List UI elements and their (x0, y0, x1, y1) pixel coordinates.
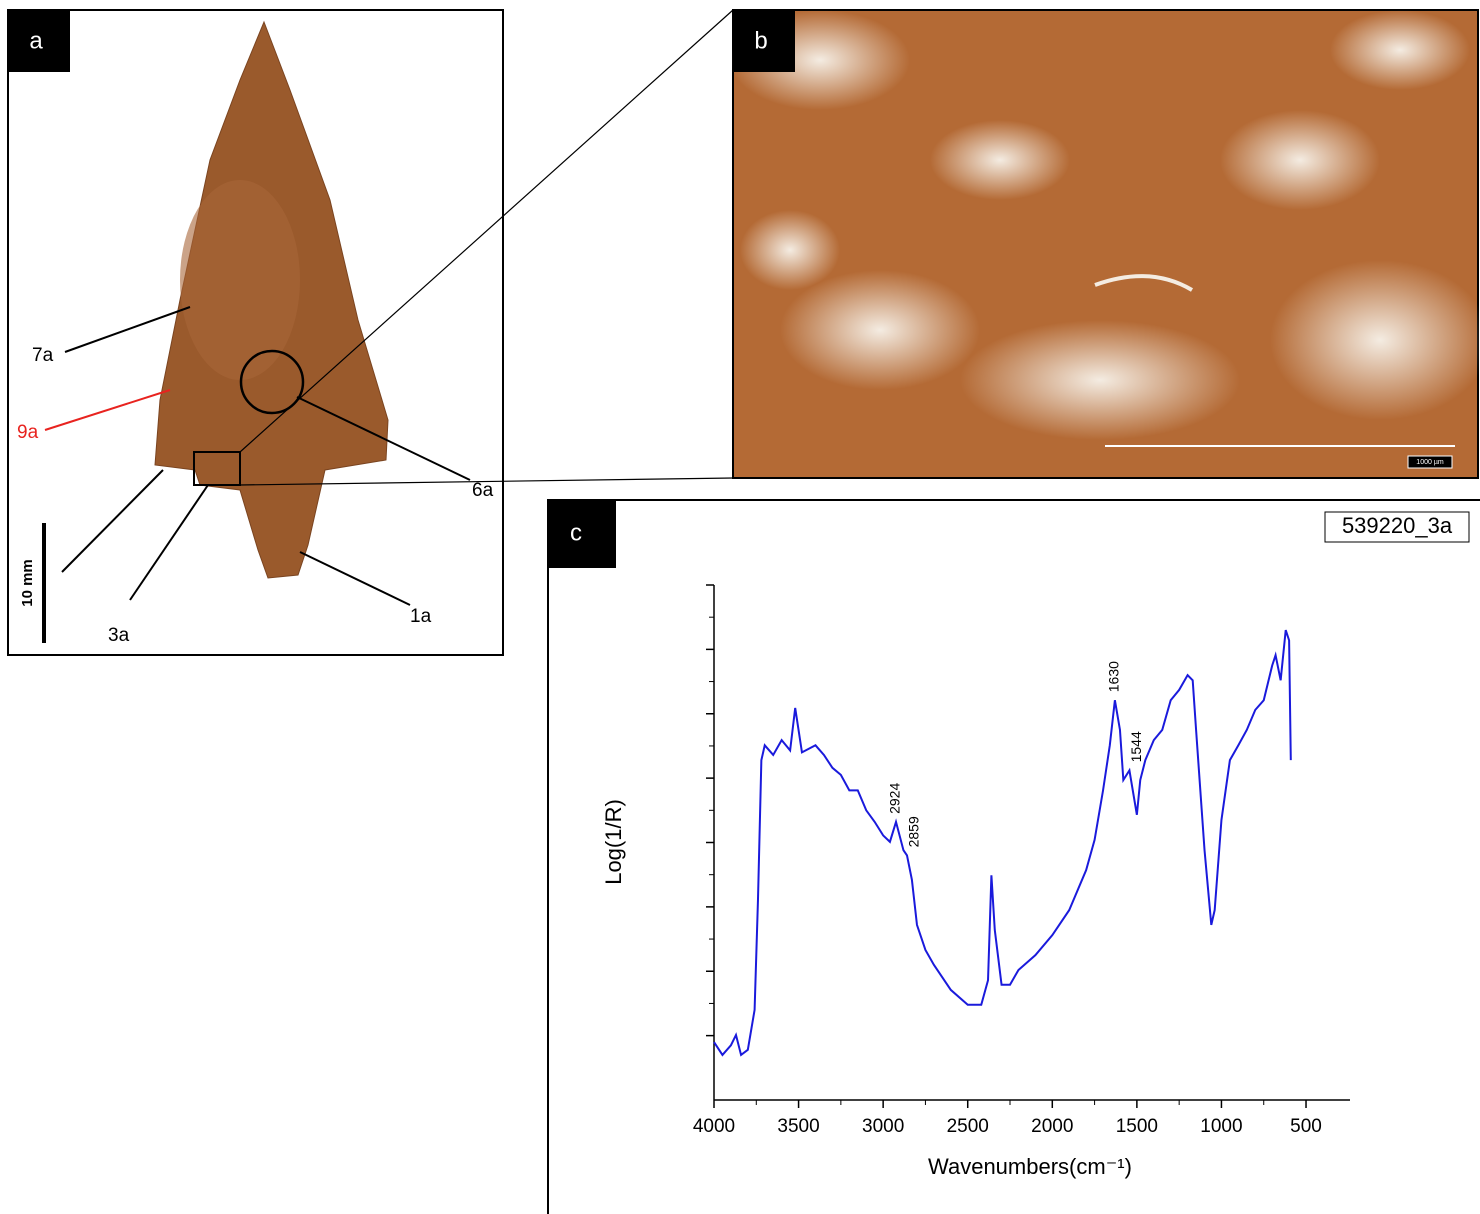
photo-shade (180, 180, 300, 380)
y-axis-label: Log(1/R) (601, 799, 626, 885)
label: 3a (108, 625, 130, 646)
peak-label: 2924 (887, 783, 903, 814)
label: 9a (17, 422, 39, 443)
peak-label: 1630 (1106, 661, 1122, 692)
figure: a 7a 9a 6a 3a 1a 10 mm 1000 µm b c 53922… (0, 0, 1480, 1214)
peak-label: 1544 (1128, 731, 1144, 762)
tag-box (548, 500, 616, 568)
panel-tag: a (29, 27, 43, 54)
x-axis-label: Wavenumbers(cm⁻¹) (928, 1154, 1132, 1179)
scale-label: 1000 µm (1416, 459, 1444, 466)
panel-c-frame (548, 500, 1480, 1214)
x-tick-label: 2000 (1031, 1116, 1073, 1137)
panel-tag: c (570, 519, 582, 546)
sample-label: 539220_3a (1342, 513, 1453, 538)
x-tick-label: 1000 (1200, 1116, 1242, 1137)
scale-label: 10 mm (19, 559, 36, 607)
x-tick-label: 500 (1290, 1116, 1322, 1137)
x-tick-label: 1500 (1116, 1116, 1158, 1137)
x-tick-label: 4000 (693, 1116, 735, 1137)
x-tick-label: 3000 (862, 1116, 904, 1137)
label: 6a (472, 480, 494, 501)
label: 7a (32, 345, 54, 366)
x-tick-label: 2500 (947, 1116, 989, 1137)
peak-label: 2859 (906, 816, 922, 847)
x-tick-label: 3500 (777, 1116, 819, 1137)
label: 1a (410, 606, 432, 627)
panel-tag: b (754, 27, 767, 54)
